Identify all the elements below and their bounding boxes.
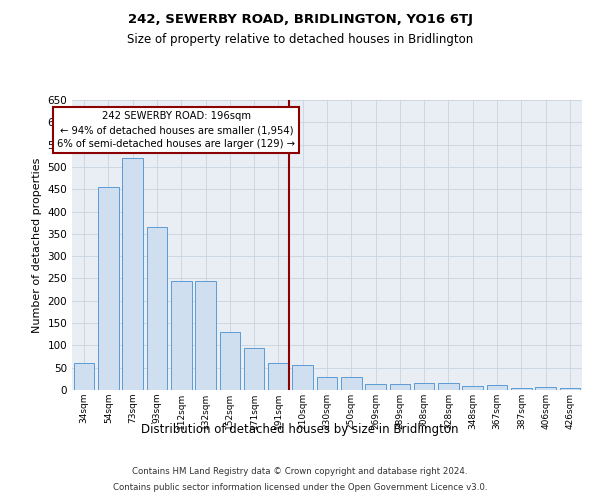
Bar xyxy=(317,376,337,390)
Bar xyxy=(560,388,580,390)
Text: 242, SEWERBY ROAD, BRIDLINGTON, YO16 6TJ: 242, SEWERBY ROAD, BRIDLINGTON, YO16 6TJ xyxy=(128,12,473,26)
Bar xyxy=(535,387,556,390)
Bar xyxy=(414,383,434,390)
Text: Size of property relative to detached houses in Bridlington: Size of property relative to detached ho… xyxy=(127,32,473,46)
Bar xyxy=(195,280,216,390)
Bar xyxy=(463,386,483,390)
Bar xyxy=(244,348,265,390)
Bar xyxy=(146,227,167,390)
Bar xyxy=(365,384,386,390)
Bar xyxy=(98,187,119,390)
Text: Contains HM Land Registry data © Crown copyright and database right 2024.: Contains HM Land Registry data © Crown c… xyxy=(132,468,468,476)
Bar xyxy=(487,384,508,390)
Bar xyxy=(511,388,532,390)
Bar xyxy=(389,384,410,390)
Text: Contains public sector information licensed under the Open Government Licence v3: Contains public sector information licen… xyxy=(113,482,487,492)
Text: Distribution of detached houses by size in Bridlington: Distribution of detached houses by size … xyxy=(141,422,459,436)
Bar xyxy=(268,363,289,390)
Bar xyxy=(122,158,143,390)
Bar xyxy=(438,383,459,390)
Bar xyxy=(292,366,313,390)
Text: 242 SEWERBY ROAD: 196sqm
← 94% of detached houses are smaller (1,954)
6% of semi: 242 SEWERBY ROAD: 196sqm ← 94% of detach… xyxy=(58,111,295,149)
Bar xyxy=(74,363,94,390)
Bar xyxy=(171,280,191,390)
Y-axis label: Number of detached properties: Number of detached properties xyxy=(32,158,42,332)
Bar xyxy=(220,332,240,390)
Bar xyxy=(341,376,362,390)
